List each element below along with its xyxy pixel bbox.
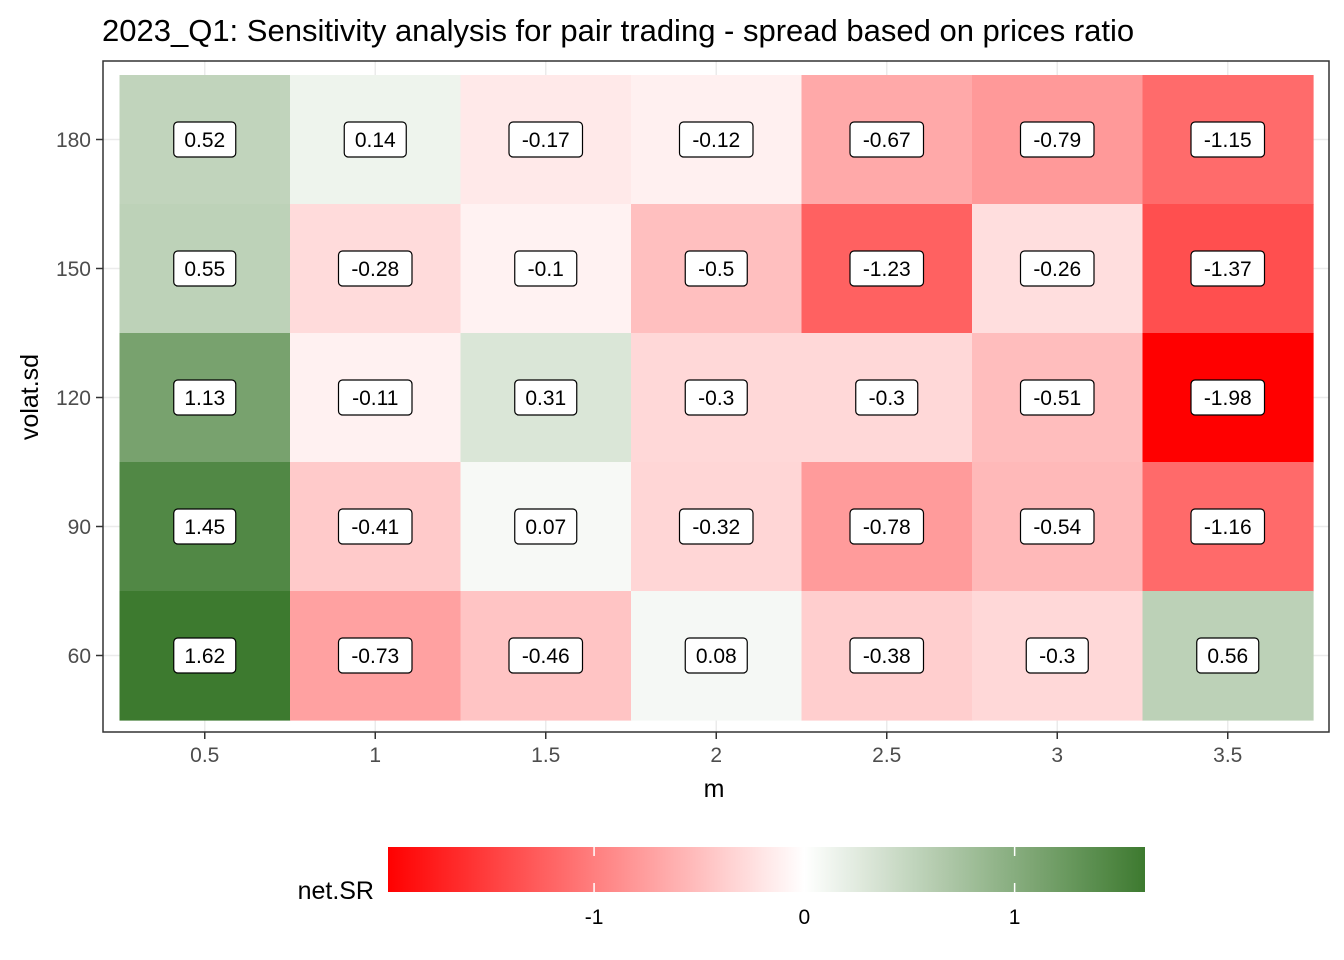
cell-label: -0.73 xyxy=(351,645,399,668)
cell-label-box xyxy=(1190,379,1266,416)
cell-label-box xyxy=(514,250,578,287)
cell-label-box xyxy=(1190,508,1266,545)
cell-label-box xyxy=(343,121,407,158)
cell-label: 0.07 xyxy=(525,516,566,539)
cell-label-box xyxy=(337,250,413,287)
y-tick-label: 120 xyxy=(56,387,91,410)
colorbar-legend: net.SR -1 0 1 xyxy=(298,847,1145,929)
cell-label-box xyxy=(514,508,578,545)
cell-label-box xyxy=(1190,121,1266,158)
cell-label: 0.52 xyxy=(184,129,225,152)
cell-label: -0.26 xyxy=(1033,258,1081,281)
cell-label: -0.28 xyxy=(351,258,399,281)
cell-label-box xyxy=(678,508,754,545)
cell-label-box xyxy=(1019,250,1095,287)
cell-label-box xyxy=(173,121,237,158)
cell-label-box xyxy=(173,508,237,545)
cell-label: 0.31 xyxy=(525,387,566,410)
cell-label: -0.41 xyxy=(351,516,399,539)
cell-label-box xyxy=(337,379,413,416)
cell-label-box xyxy=(849,637,925,674)
x-tick-label: 3 xyxy=(1051,744,1063,767)
cell-label: 1.62 xyxy=(184,645,225,668)
cell-label-box xyxy=(1196,637,1260,674)
colorbar xyxy=(388,847,1145,892)
cell-label-box xyxy=(1025,637,1089,674)
cell-label: 0.08 xyxy=(696,645,737,668)
cell-label: -1.15 xyxy=(1204,129,1252,152)
cell-label-box xyxy=(684,250,748,287)
cell-label-box xyxy=(678,121,754,158)
cell-label-box xyxy=(508,121,584,158)
cell-label: -0.78 xyxy=(863,516,911,539)
colorbar-tick-label: -1 xyxy=(585,906,604,929)
cell-label-box xyxy=(173,637,237,674)
x-axis-title: m xyxy=(704,775,725,803)
cell-label-box xyxy=(508,637,584,674)
cell-label-box xyxy=(173,379,237,416)
x-tick-label: 1.5 xyxy=(531,744,560,767)
y-tick-label: 60 xyxy=(68,645,91,668)
cell-label: -0.3 xyxy=(1039,645,1075,668)
cell-label: 1.13 xyxy=(184,387,225,410)
cell-label: -0.67 xyxy=(863,129,911,152)
x-tick-label: 2.5 xyxy=(872,744,901,767)
y-tick-label: 90 xyxy=(68,516,91,539)
cell-label-box xyxy=(849,250,925,287)
cell-label-box xyxy=(1019,121,1095,158)
cell-label-box xyxy=(173,250,237,287)
legend-title: net.SR xyxy=(298,877,374,905)
cell-label: -0.12 xyxy=(692,129,740,152)
cell-label-box xyxy=(337,508,413,545)
cell-label: -0.51 xyxy=(1033,387,1081,410)
y-tick-label: 150 xyxy=(56,258,91,281)
x-tick-label: 0.5 xyxy=(190,744,219,767)
cell-label: -0.3 xyxy=(869,387,905,410)
x-tick-label: 3.5 xyxy=(1213,744,1242,767)
x-tick-label: 2 xyxy=(710,744,722,767)
cell-label-box xyxy=(1019,379,1095,416)
cell-label: -0.17 xyxy=(522,129,570,152)
cell-label-box xyxy=(1190,250,1266,287)
cell-label: -1.23 xyxy=(863,258,911,281)
colorbar-tick-label: 1 xyxy=(1009,906,1021,929)
colorbar-tick-label: 0 xyxy=(799,906,811,929)
chart-title: 2023_Q1: Sensitivity analysis for pair t… xyxy=(102,13,1134,48)
cell-label-box xyxy=(514,379,578,416)
cell-label: 1.45 xyxy=(184,516,225,539)
cell-label: -0.32 xyxy=(692,516,740,539)
cell-label-box xyxy=(337,637,413,674)
cell-label: -0.54 xyxy=(1033,516,1081,539)
cell-label: 0.14 xyxy=(355,129,396,152)
cell-label-box xyxy=(684,379,748,416)
cell-label: -0.79 xyxy=(1033,129,1081,152)
cell-label-box xyxy=(1019,508,1095,545)
cell-label-box xyxy=(855,379,919,416)
cell-label: -0.46 xyxy=(522,645,570,668)
cell-label: -1.98 xyxy=(1204,387,1252,410)
y-axis-title: volat.sd xyxy=(16,354,44,440)
cell-label: -1.16 xyxy=(1204,516,1252,539)
cell-label-box xyxy=(849,121,925,158)
x-tick-label: 1 xyxy=(369,744,381,767)
cell-label: -0.5 xyxy=(698,258,734,281)
cell-label-box xyxy=(849,508,925,545)
cell-label: 0.55 xyxy=(184,258,225,281)
y-tick-label: 180 xyxy=(56,129,91,152)
cell-label: -0.11 xyxy=(352,387,398,410)
cell-label: -1.37 xyxy=(1204,258,1252,281)
cell-label: -0.1 xyxy=(528,258,564,281)
cell-label: -0.38 xyxy=(863,645,911,668)
cell-label: 0.56 xyxy=(1207,645,1248,668)
cell-label-box xyxy=(684,637,748,674)
cell-label: -0.3 xyxy=(698,387,734,410)
